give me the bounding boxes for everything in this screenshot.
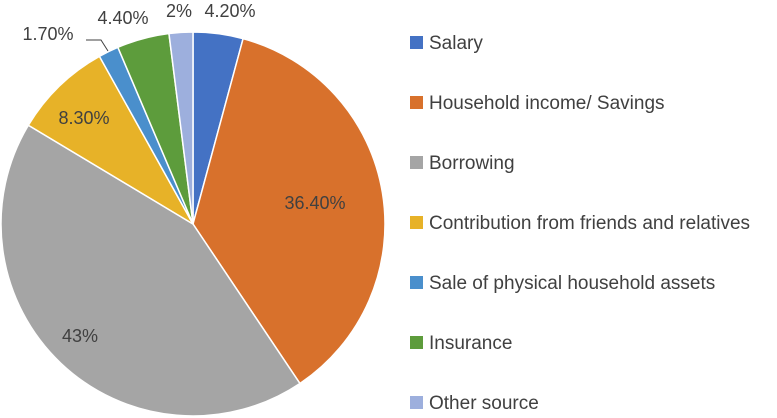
legend-swatch-3 xyxy=(410,156,423,169)
legend-swatch-7 xyxy=(410,396,423,409)
legend-label-7: Other source xyxy=(429,393,539,414)
slice-label-7: 2% xyxy=(166,1,192,21)
legend-label-2: Household income/ Savings xyxy=(429,93,665,114)
legend-swatch-5 xyxy=(410,276,423,289)
legend-label-3: Borrowing xyxy=(429,153,515,174)
legend: Salary Household income/ Savings Borrowing… xyxy=(410,33,750,414)
slice-label-1: 4.20% xyxy=(204,1,255,21)
leader-lines xyxy=(86,40,108,51)
legend-label-6: Insurance xyxy=(429,333,512,354)
legend-swatch-1 xyxy=(410,36,423,49)
legend-label-5: Sale of physical household assets xyxy=(429,273,715,294)
legend-label-4: Contribution from friends and relatives xyxy=(429,213,750,234)
slice-label-3: 43% xyxy=(62,326,98,346)
slice-label-2: 36.40% xyxy=(284,193,345,213)
legend-swatch-6 xyxy=(410,336,423,349)
legend-label-1: Salary xyxy=(429,33,483,54)
slice-label-5: 1.70% xyxy=(22,24,73,44)
slice-label-6: 4.40% xyxy=(97,8,148,28)
legend-swatch-4 xyxy=(410,216,423,229)
pie-slices xyxy=(1,32,385,416)
slice-label-4: 8.30% xyxy=(58,108,109,128)
legend-swatch-2 xyxy=(410,96,423,109)
leader-line-5 xyxy=(86,40,108,51)
